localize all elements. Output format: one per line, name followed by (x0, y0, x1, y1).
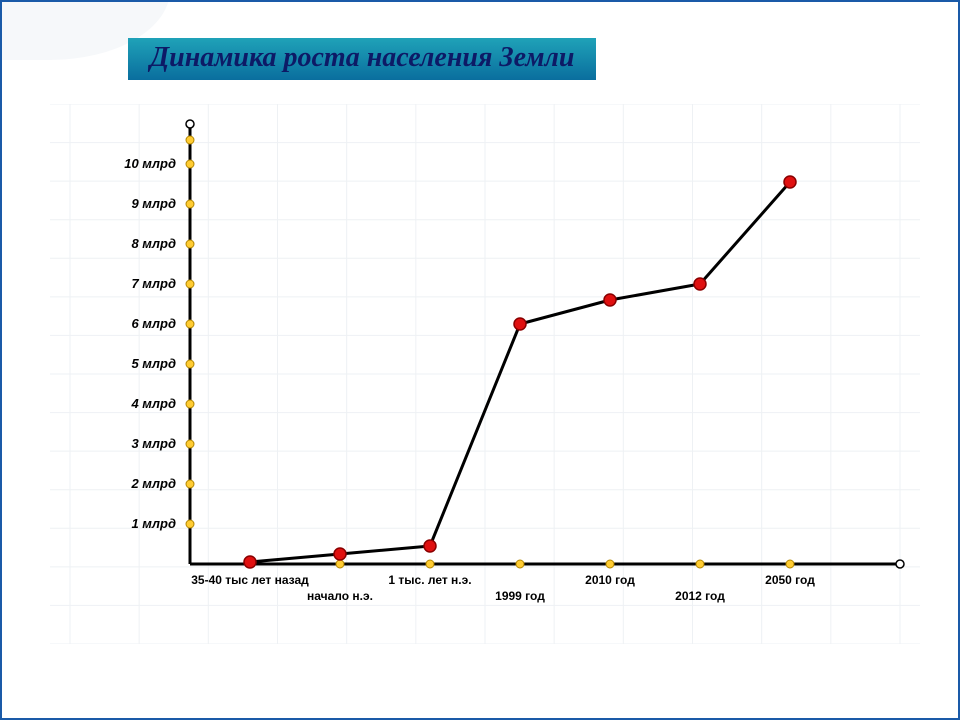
series-marker (514, 318, 526, 330)
population-growth-chart: 1 млрд 2 млрд 3 млрд 4 млрд 5 млрд 6 млрд 7 мл… (50, 104, 920, 644)
y-tick-label: 8 млрд (131, 236, 176, 251)
y-tick-label: 9 млрд (131, 196, 176, 211)
y-tick-marker (186, 136, 194, 144)
series-marker (244, 556, 256, 568)
series-marker (424, 540, 436, 552)
y-tick-marker (186, 200, 194, 208)
y-tick-marker (186, 400, 194, 408)
x-tick-marker (426, 560, 434, 568)
x-tick-label: 1 тыс. лет н.э. (388, 573, 471, 587)
series-marker (694, 278, 706, 290)
y-tick-label: 5 млрд (131, 356, 176, 371)
chart-area: 1 млрд 2 млрд 3 млрд 4 млрд 5 млрд 6 млрд 7 мл… (50, 104, 920, 644)
y-tick-marker (186, 360, 194, 368)
series-marker (604, 294, 616, 306)
x-tick-label: 2010 год (585, 573, 635, 587)
chart-title: Динамика роста населения Земли (150, 42, 574, 73)
x-tick-label: 2050 год (765, 573, 815, 587)
y-tick-label: 6 млрд (131, 316, 176, 331)
x-tick-marker (516, 560, 524, 568)
y-tick-label: 3 млрд (131, 436, 176, 451)
y-tick-label: 7 млрд (131, 276, 176, 291)
x-tick-marker (336, 560, 344, 568)
slide: Динамика роста населения Земли 1 млрд 2 м… (0, 0, 960, 720)
x-tick-label: 2012 год (675, 589, 725, 603)
y-tick-label: 10 млрд (124, 156, 176, 171)
x-tick-label: 1999 год (495, 589, 545, 603)
y-tick-label: 4 млрд (130, 396, 176, 411)
y-tick-marker (186, 320, 194, 328)
x-tick-label: 35-40 тыс лет назад (191, 573, 309, 587)
series-marker (334, 548, 346, 560)
title-bar: Динамика роста населения Земли (128, 38, 596, 80)
y-tick-marker (186, 480, 194, 488)
series-marker (784, 176, 796, 188)
x-tick-label: начало н.э. (307, 589, 373, 603)
x-tick-marker (606, 560, 614, 568)
y-tick-label: 1 млрд (131, 516, 176, 531)
x-tick-marker (786, 560, 794, 568)
y-tick-label: 2 млрд (130, 476, 176, 491)
x-tick-marker (696, 560, 704, 568)
series-line (250, 182, 790, 562)
y-tick-marker (186, 280, 194, 288)
y-tick-marker (186, 440, 194, 448)
y-tick-marker (186, 160, 194, 168)
y-tick-marker (186, 240, 194, 248)
y-tick-marker (186, 520, 194, 528)
